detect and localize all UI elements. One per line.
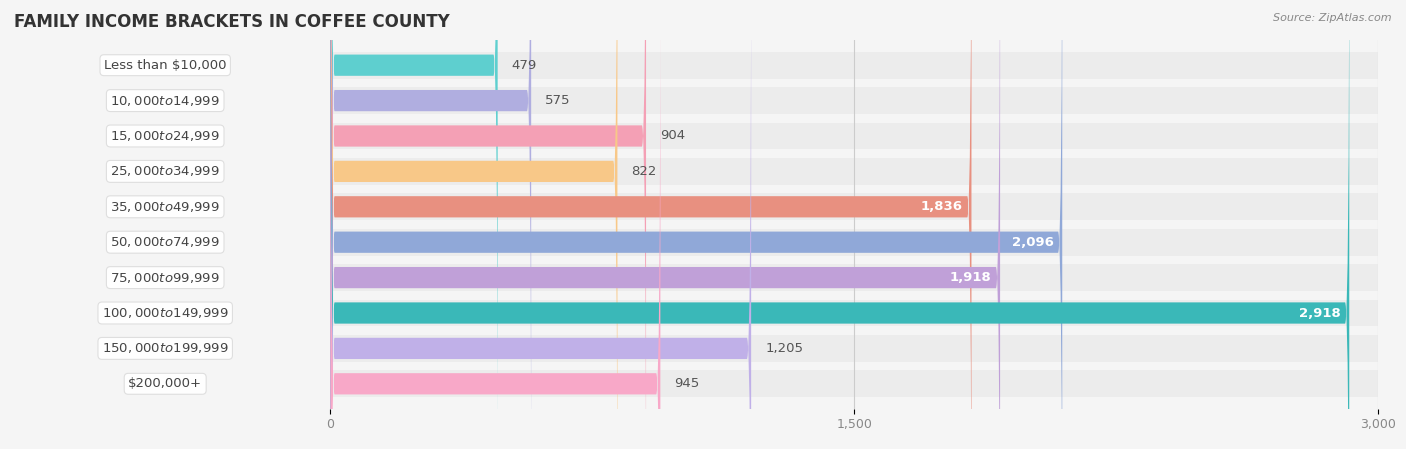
- FancyBboxPatch shape: [330, 0, 498, 449]
- Text: 1,836: 1,836: [921, 200, 963, 213]
- Text: $15,000 to $24,999: $15,000 to $24,999: [110, 129, 221, 143]
- Text: 575: 575: [546, 94, 571, 107]
- FancyBboxPatch shape: [330, 158, 1378, 185]
- FancyBboxPatch shape: [330, 0, 1350, 449]
- Text: 2,096: 2,096: [1012, 236, 1053, 249]
- FancyBboxPatch shape: [330, 370, 1378, 397]
- Text: $25,000 to $34,999: $25,000 to $34,999: [110, 164, 221, 178]
- Text: 904: 904: [659, 129, 685, 142]
- FancyBboxPatch shape: [330, 0, 972, 449]
- Text: $50,000 to $74,999: $50,000 to $74,999: [110, 235, 221, 249]
- FancyBboxPatch shape: [330, 335, 1378, 362]
- Text: $100,000 to $149,999: $100,000 to $149,999: [103, 306, 228, 320]
- Text: 479: 479: [512, 59, 537, 72]
- FancyBboxPatch shape: [330, 0, 1063, 449]
- Text: 2,918: 2,918: [1299, 307, 1340, 320]
- Text: $150,000 to $199,999: $150,000 to $199,999: [103, 341, 228, 356]
- FancyBboxPatch shape: [330, 87, 1378, 114]
- FancyBboxPatch shape: [330, 264, 1378, 291]
- Text: 1,918: 1,918: [949, 271, 991, 284]
- Text: 822: 822: [631, 165, 657, 178]
- Text: $35,000 to $49,999: $35,000 to $49,999: [110, 200, 221, 214]
- FancyBboxPatch shape: [330, 0, 617, 449]
- FancyBboxPatch shape: [330, 0, 645, 449]
- Text: $10,000 to $14,999: $10,000 to $14,999: [110, 93, 221, 108]
- FancyBboxPatch shape: [330, 229, 1378, 255]
- FancyBboxPatch shape: [330, 299, 1378, 326]
- Text: Less than $10,000: Less than $10,000: [104, 59, 226, 72]
- Text: 1,205: 1,205: [765, 342, 803, 355]
- Text: FAMILY INCOME BRACKETS IN COFFEE COUNTY: FAMILY INCOME BRACKETS IN COFFEE COUNTY: [14, 13, 450, 31]
- FancyBboxPatch shape: [330, 194, 1378, 220]
- Text: Source: ZipAtlas.com: Source: ZipAtlas.com: [1274, 13, 1392, 23]
- Text: 945: 945: [675, 377, 700, 390]
- FancyBboxPatch shape: [330, 52, 1378, 79]
- Text: $200,000+: $200,000+: [128, 377, 202, 390]
- FancyBboxPatch shape: [330, 0, 531, 449]
- FancyBboxPatch shape: [330, 0, 661, 449]
- FancyBboxPatch shape: [330, 0, 751, 449]
- FancyBboxPatch shape: [330, 123, 1378, 150]
- Text: $75,000 to $99,999: $75,000 to $99,999: [110, 271, 221, 285]
- FancyBboxPatch shape: [330, 0, 1000, 449]
